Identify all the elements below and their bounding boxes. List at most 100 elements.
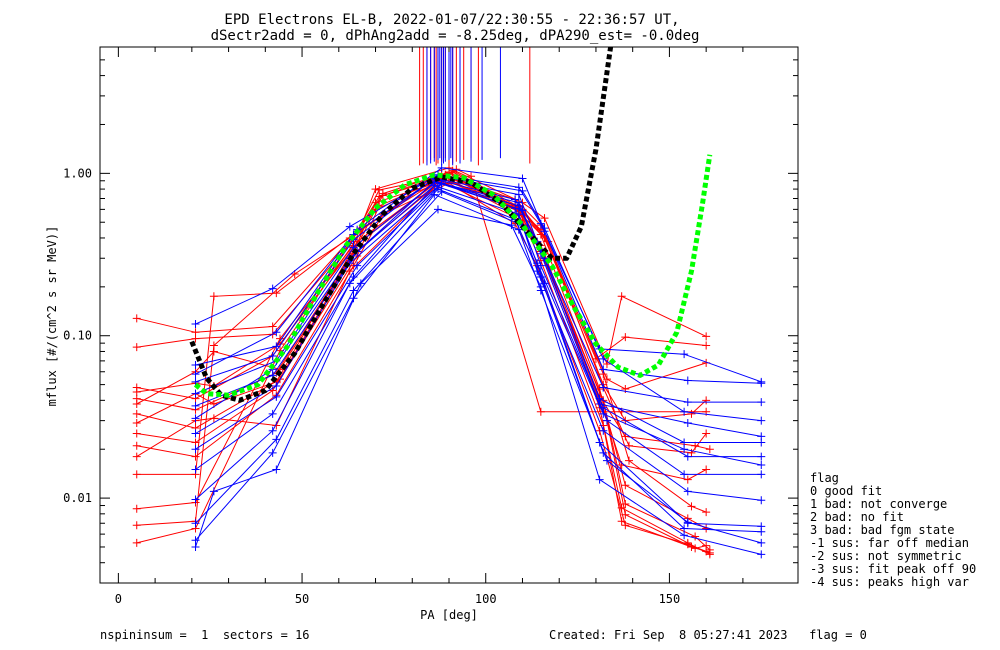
data-point-22-2 xyxy=(345,279,354,288)
data-point-10-0 xyxy=(132,538,141,547)
data-point-21-1 xyxy=(268,409,277,418)
data-point-25-8 xyxy=(757,538,766,547)
data-point-19-0 xyxy=(191,414,200,423)
footer-left: nspininsum = 1 sectors = 16 xyxy=(100,628,310,642)
data-point-27-7 xyxy=(683,419,692,428)
footer-right: Created: Fri Sep 8 05:27:41 2023 flag = … xyxy=(549,628,867,642)
data-point-28-1 xyxy=(272,382,281,391)
series-line-7 xyxy=(136,168,707,475)
data-point-20-8 xyxy=(757,470,766,479)
series-24 xyxy=(191,205,766,559)
series-line-18 xyxy=(195,179,762,443)
data-point-7-7 xyxy=(536,407,545,416)
flag-legend: flag 0 good fit 1 bad: not converge 2 ba… xyxy=(810,471,976,589)
data-point-27-4 xyxy=(514,198,523,207)
data-point-18-0 xyxy=(191,389,200,398)
data-point-26-1 xyxy=(272,328,281,337)
data-point-27-0 xyxy=(191,401,200,410)
data-point-15-0 xyxy=(191,320,200,329)
data-point-24-2 xyxy=(272,465,281,474)
data-point-0-9 xyxy=(625,456,634,465)
data-point-17-6 xyxy=(599,383,608,392)
data-point-12-2 xyxy=(209,414,218,423)
data-point-21-8 xyxy=(757,496,766,505)
x-tick-label-2: 100 xyxy=(475,592,497,606)
data-point-11-0 xyxy=(132,399,141,408)
data-point-28-6 xyxy=(599,409,608,418)
legend-items: 0 good fit 1 bad: not converge 2 bad: no… xyxy=(810,484,976,589)
data-point-12-11 xyxy=(702,465,711,474)
data-point-24-1 xyxy=(209,487,218,496)
data-point-24-3 xyxy=(356,279,365,288)
data-point-28-3 xyxy=(437,179,446,188)
data-point-24-0 xyxy=(191,542,200,551)
legend-entry-1: 1 bad: not converge xyxy=(810,497,947,511)
data-point-6-0 xyxy=(132,441,141,450)
data-point-8-10 xyxy=(702,332,711,341)
data-point-2-10 xyxy=(691,532,700,541)
series-line-4 xyxy=(136,176,707,552)
legend-entry-2: 2 bad: no fit xyxy=(810,510,904,524)
data-point-25-6 xyxy=(602,456,611,465)
data-point-0-11 xyxy=(702,508,711,517)
x-tick-label-1: 50 xyxy=(295,592,309,606)
data-point-5-11 xyxy=(702,541,711,550)
data-point-5-0 xyxy=(132,429,141,438)
data-point-21-6 xyxy=(599,426,608,435)
data-point-0-10 xyxy=(687,502,696,511)
data-point-13-11 xyxy=(702,396,711,405)
plot-area xyxy=(132,47,766,559)
data-point-14-11 xyxy=(705,445,714,454)
data-point-20-1 xyxy=(272,392,281,401)
data-point-17-4 xyxy=(514,190,523,199)
data-point-13-10 xyxy=(687,409,696,418)
data-point-8-7 xyxy=(540,214,549,223)
data-point-26-6 xyxy=(599,354,608,363)
data-point-15-1 xyxy=(268,284,277,293)
data-point-12-0 xyxy=(132,452,141,461)
series-3 xyxy=(132,176,714,559)
y-axis-label: mflux [#/(cm^2 s sr MeV)] xyxy=(45,226,59,407)
data-point-24-4 xyxy=(433,205,442,214)
data-point-23-8 xyxy=(757,527,766,536)
data-point-16-3 xyxy=(437,163,446,172)
data-point-18-7 xyxy=(680,438,689,447)
data-point-23-0 xyxy=(191,519,200,528)
data-point-28-4 xyxy=(511,204,520,213)
data-point-2-9 xyxy=(621,499,630,508)
data-point-6-9 xyxy=(621,521,630,530)
chart-subtitle: dSectr2add = 0, dPhAng2add = -8.25deg, d… xyxy=(211,28,700,44)
data-point-5-1 xyxy=(191,438,200,447)
data-point-20-7 xyxy=(680,470,689,479)
data-point-22-0 xyxy=(191,495,200,504)
fit-curve-green xyxy=(193,154,713,398)
data-point-14-0 xyxy=(132,419,141,428)
y-tick-label-1: 0.10 xyxy=(63,329,92,343)
data-point-28-0 xyxy=(191,429,200,438)
series-15 xyxy=(191,170,766,386)
data-point-12-4 xyxy=(345,267,354,276)
series-line-27 xyxy=(195,181,762,437)
data-point-9-10 xyxy=(702,341,711,350)
data-point-23-2 xyxy=(349,286,358,295)
data-point-10-4 xyxy=(378,191,387,200)
data-point-28-7 xyxy=(680,445,689,454)
data-point-25-5 xyxy=(536,286,545,295)
axis-ticks: 0 50 100 150 0.01 0.10 1.00 xyxy=(63,46,798,606)
data-point-21-7 xyxy=(683,487,692,496)
series-line-2 xyxy=(136,171,711,551)
data-point-12-10 xyxy=(683,475,692,484)
data-point-17-0 xyxy=(191,377,200,386)
data-point-11-10 xyxy=(687,448,696,457)
data-point-16-6 xyxy=(599,365,608,374)
data-point-11-2 xyxy=(209,347,218,356)
data-point-23-1 xyxy=(272,435,281,444)
legend-entry-3: 3 bad: bad fgm state xyxy=(810,523,955,537)
data-point-19-8 xyxy=(757,452,766,461)
data-point-8-9 xyxy=(617,292,626,301)
legend-entry-5: -2 sus: not symmetric xyxy=(810,549,962,563)
data-point-6-11 xyxy=(705,548,714,557)
data-point-8-4 xyxy=(371,185,380,194)
